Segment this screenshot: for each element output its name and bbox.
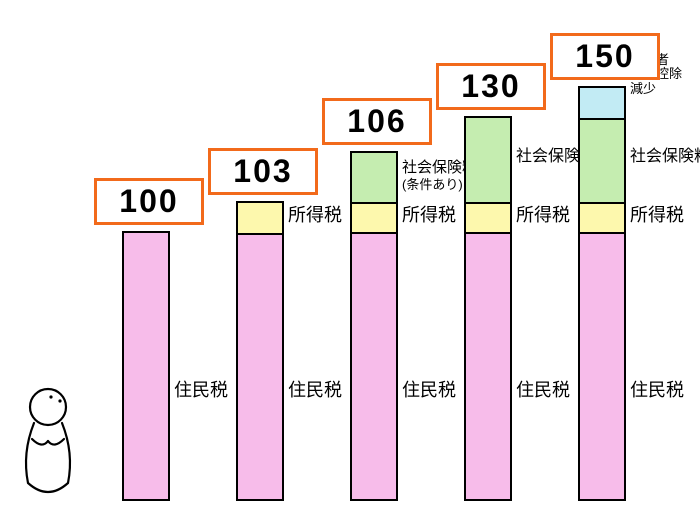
segment-residence bbox=[466, 232, 510, 499]
person-figure bbox=[18, 383, 78, 503]
chart-stage: 住民税 100 住民税 所得税 103 住民税 所得税 社会保険料 (条件あり) 106 住民税 所得… bbox=[0, 0, 700, 525]
segment-label-income: 所得税 bbox=[630, 205, 684, 226]
segment-label-residence: 住民税 bbox=[288, 380, 342, 401]
segment-label-income: 所得税 bbox=[516, 205, 570, 226]
segment-income bbox=[580, 202, 624, 232]
segment-social bbox=[580, 118, 624, 202]
bar-106 bbox=[350, 151, 398, 501]
segment-income bbox=[352, 202, 396, 232]
segment-label-residence: 住民税 bbox=[516, 380, 570, 401]
column-number-box: 103 bbox=[208, 148, 318, 195]
bar-150 bbox=[578, 86, 626, 501]
segment-sublabel: (条件あり) bbox=[402, 178, 463, 193]
bar-100 bbox=[122, 231, 170, 501]
segment-income bbox=[466, 202, 510, 232]
segment-label-residence: 住民税 bbox=[402, 380, 456, 401]
segment-social bbox=[352, 153, 396, 202]
column-number-box: 100 bbox=[94, 178, 204, 225]
bar-130 bbox=[464, 116, 512, 501]
segment-label-residence: 住民税 bbox=[174, 380, 228, 401]
segment-residence bbox=[124, 233, 168, 499]
segment-label-income: 所得税 bbox=[288, 205, 342, 226]
segment-residence bbox=[352, 232, 396, 499]
segment-spouse bbox=[580, 88, 624, 118]
column-number-box: 130 bbox=[436, 63, 546, 110]
segment-label-social: 社会保険料 bbox=[630, 148, 700, 166]
column-number-box: 106 bbox=[322, 98, 432, 145]
segment-label-income: 所得税 bbox=[402, 205, 456, 226]
segment-label-residence: 住民税 bbox=[630, 380, 684, 401]
spouse-line: 減少 bbox=[630, 82, 682, 96]
segment-residence bbox=[580, 232, 624, 499]
column-number-box: 150 bbox=[550, 33, 660, 80]
segment-income bbox=[238, 203, 282, 233]
bar-103 bbox=[236, 201, 284, 501]
segment-social bbox=[466, 118, 510, 202]
segment-residence bbox=[238, 233, 282, 499]
